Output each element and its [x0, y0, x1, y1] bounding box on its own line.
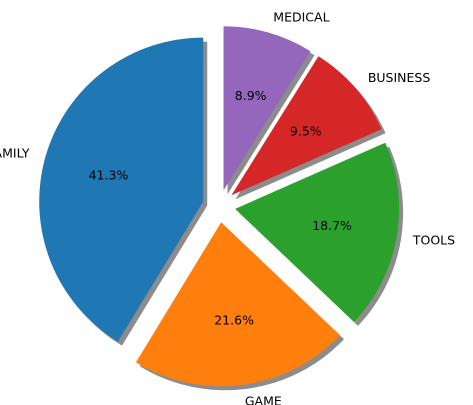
category-label-game: GAME [245, 394, 282, 405]
category-label-medical: MEDICAL [273, 9, 329, 24]
percent-label-tools: 18.7% [312, 218, 352, 233]
category-label-business: BUSINESS [368, 70, 431, 85]
slice-tools [235, 142, 400, 322]
percent-label-family: 41.3% [89, 168, 129, 183]
slice-family [39, 37, 204, 342]
category-labels: FAMILY GAME TOOLS BUSINESS MEDICAL [0, 9, 455, 405]
category-label-tools: TOOLS [412, 232, 455, 247]
slice-game [135, 222, 340, 387]
category-label-family: FAMILY [0, 145, 30, 160]
percent-label-game: 21.6% [214, 312, 254, 327]
slice-medical [223, 26, 311, 191]
percent-label-business: 9.5% [290, 123, 322, 138]
percent-label-medical: 8.9% [235, 88, 267, 103]
pie-slices [39, 26, 400, 387]
percent-labels: 41.3% 21.6% 18.7% 9.5% 8.9% [89, 88, 352, 327]
slice-business [231, 56, 382, 196]
